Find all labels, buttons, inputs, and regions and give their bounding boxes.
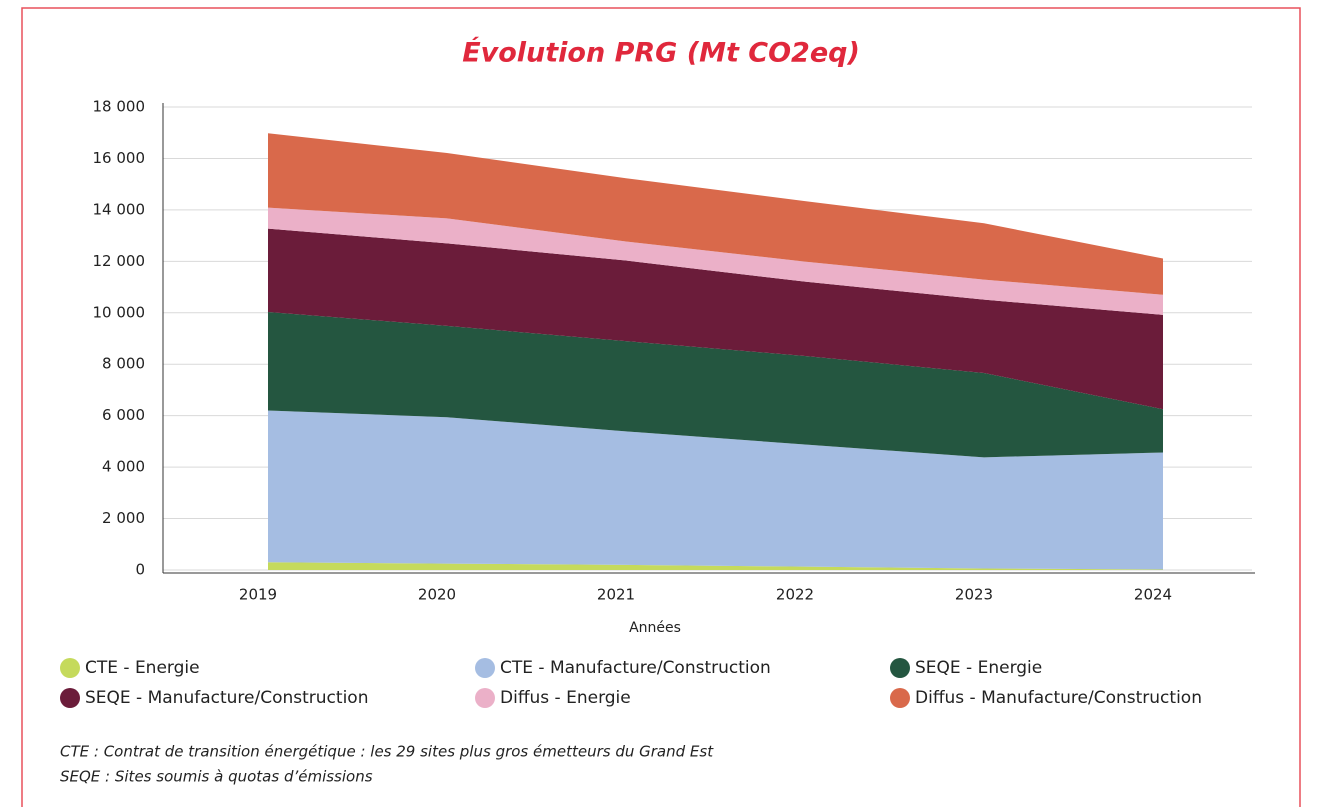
y-tick-label: 16 000 [93, 149, 146, 167]
legend-label: CTE - Manufacture/Construction [500, 658, 771, 678]
legend-marker [475, 658, 495, 678]
legend-marker [60, 658, 80, 678]
legend-label: CTE - Energie [85, 658, 200, 678]
legend-label: SEQE - Manufacture/Construction [85, 688, 368, 708]
x-axis-label: Années [629, 620, 681, 636]
x-tick-label: 2019 [239, 586, 277, 604]
x-tick-label: 2021 [597, 586, 635, 604]
chart-title: Évolution PRG (Mt CO2eq) [462, 37, 860, 69]
note: SEQE : Sites soumis à quotas d’émissions [60, 768, 373, 786]
area [268, 207, 1163, 315]
legend-marker [60, 688, 80, 708]
note: CTE : Contrat de transition énergétique … [60, 743, 714, 761]
y-tick-label: 0 [135, 561, 145, 579]
x-tick-label: 2022 [776, 586, 814, 604]
area [268, 228, 1163, 410]
y-tick-label: 6 000 [102, 406, 145, 424]
y-tick-label: 10 000 [93, 303, 146, 321]
y-tick-label: 4 000 [102, 458, 145, 476]
y-tick-label: 8 000 [102, 355, 145, 373]
x-tick-label: 2023 [955, 586, 993, 604]
y-tick-label: 14 000 [93, 200, 146, 218]
y-tick-label: 18 000 [93, 98, 146, 116]
x-tick-label: 2024 [1134, 586, 1172, 604]
y-tick-label: 12 000 [93, 252, 146, 270]
area [268, 133, 1163, 295]
legend-label: Diffus - Manufacture/Construction [915, 688, 1202, 708]
legend-marker [475, 688, 495, 708]
legend-marker [890, 688, 910, 708]
area [268, 312, 1163, 458]
area [268, 410, 1163, 570]
x-tick-label: 2020 [418, 586, 456, 604]
frame [21, 7, 1301, 807]
y-tick-label: 2 000 [102, 509, 145, 527]
legend-marker [890, 658, 910, 678]
legend-label: Diffus - Energie [500, 688, 631, 708]
area [268, 562, 1163, 570]
legend-label: SEQE - Energie [915, 658, 1042, 678]
